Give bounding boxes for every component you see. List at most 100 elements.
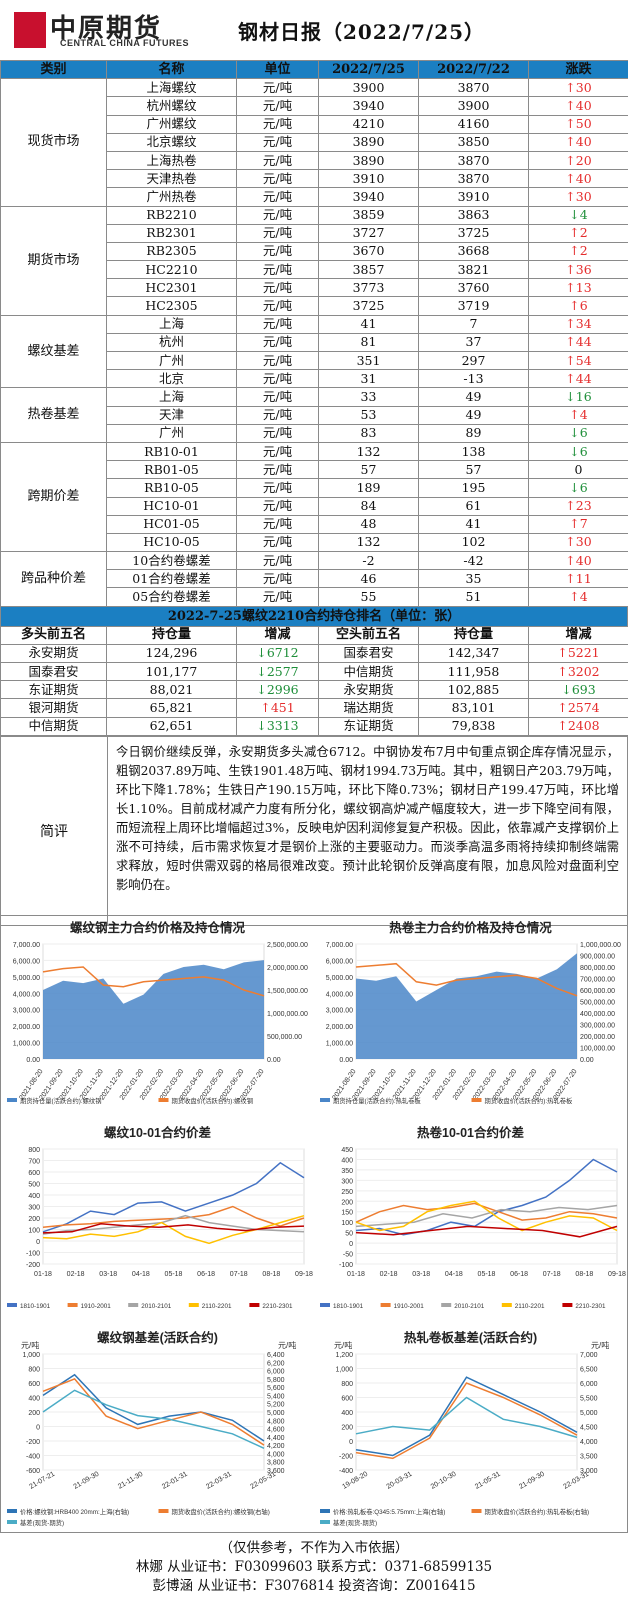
y-tick-label: 50: [345, 1231, 353, 1238]
y2-tick-label: 5,500: [580, 1396, 598, 1403]
col-header: 2022/7/25: [318, 59, 419, 80]
v2-cell: -42: [418, 551, 529, 571]
x-tick-label: 06-18: [510, 1271, 528, 1278]
v2-cell: 4160: [418, 114, 529, 134]
y2-tick-label: 1,500,000.00: [267, 988, 308, 995]
chart-title: 热卷10-01合约价差: [417, 1125, 524, 1140]
v2-cell: 3863: [418, 205, 529, 225]
v1-cell: 3857: [318, 260, 419, 280]
v1-cell: 132: [318, 532, 419, 553]
change-cell: ↑4: [528, 587, 628, 607]
legend-label: 期货收盘价(活跃合约):螺纹钢(右轴): [172, 1507, 270, 1516]
v1-cell: 3910: [318, 169, 419, 189]
change-cell: ↓6: [528, 423, 628, 443]
name-cell: RB10-01: [106, 441, 237, 462]
v2-cell: -13: [418, 369, 529, 389]
change-cell: ↑2: [528, 241, 628, 262]
v1-cell: 3670: [318, 241, 419, 262]
change-value: 40: [575, 170, 592, 186]
unit-cell: 元/吨: [236, 187, 319, 207]
arrow-up-icon: ↑: [260, 699, 271, 715]
name-cell: 北京螺纹: [106, 132, 237, 152]
report-title: 钢材日报（2022/7/25）: [238, 20, 486, 44]
change-value: 2: [579, 243, 588, 259]
v2-cell: 3870: [418, 150, 529, 171]
v2-cell: 297: [418, 350, 529, 371]
change-cell: ↑50: [528, 114, 628, 134]
change-cell: ↑44: [528, 369, 628, 389]
y-tick-label: 400: [341, 1157, 353, 1164]
change-value: 44: [575, 370, 592, 386]
v1-cell: 132: [318, 441, 419, 462]
y-tick-label: 4,000.00: [326, 991, 353, 998]
ranking-row: 银河期货 65,821 ↑451 瑞达期货 83,101 ↑2574: [0, 698, 628, 718]
col-header: 名称: [106, 59, 237, 80]
x-tick-label: 07-18: [543, 1271, 561, 1278]
unit-cell: 元/吨: [236, 441, 319, 462]
change-cell: ↑2: [528, 223, 628, 243]
table-row: RB10-05 元/吨 189 195 ↓6: [1, 478, 628, 498]
legend-swatch: [7, 1303, 17, 1307]
y2-tick-label: 1,000,000.00: [580, 942, 621, 949]
chart-title: 螺纹钢主力合约价格及持仓情况: [70, 920, 246, 935]
y-tick-label: -600: [26, 1468, 40, 1475]
position-cell: 124,296: [106, 643, 237, 664]
change-cell: ↑30: [528, 532, 628, 553]
x-tick-label: 02-18: [380, 1271, 398, 1278]
unit-cell: 元/吨: [236, 150, 319, 171]
ranking-row: 中信期货 62,651 ↓3313 东证期货 79,838 ↑2408: [0, 716, 628, 736]
arrow-up-icon: ↑: [569, 243, 580, 259]
y-tick-label: 5,000.00: [326, 975, 353, 982]
legend-label: 基差(现货-期货): [20, 1518, 64, 1527]
legend-label: 2210-2301: [262, 1303, 293, 1310]
change-cell: ↓2577: [236, 661, 319, 682]
name-cell: 上海热卷: [106, 150, 237, 171]
change-cell: ↑5221: [528, 643, 628, 664]
col-header: 类别: [0, 59, 107, 80]
y2-tick-label: 4,800: [267, 1418, 285, 1425]
y2-tick-label: 200,000.00: [580, 1034, 615, 1041]
v2-cell: 49: [418, 405, 529, 425]
commentary-text: 今日钢价继续反弹，永安期货多头减仓6712。中钢协发布7月中旬重点钢企库存情况显…: [116, 744, 620, 892]
v2-cell: 49: [418, 387, 529, 407]
ranking-title: 2022-7-25螺纹2210合约持仓排名（单位：张）: [0, 606, 628, 626]
broker-name: 瑞达期货: [318, 698, 419, 718]
arrow-up-icon: ↑: [565, 134, 576, 150]
category-cell: 跨期价差: [0, 441, 107, 553]
col-header: 多头前五名: [0, 625, 107, 645]
unit-cell: 元/吨: [236, 132, 319, 152]
y2-tick-label: 6,000: [580, 1381, 598, 1388]
arrow-up-icon: ↑: [569, 298, 580, 314]
table-row: RB2305 元/吨 3670 3668 ↑2: [1, 241, 628, 262]
change-value: 2: [579, 225, 588, 241]
v1-cell: 41: [318, 314, 419, 334]
y2-tick-label: 0.00: [267, 1057, 281, 1064]
arrow-up-icon: ↑: [565, 170, 576, 186]
legend-swatch: [7, 1520, 17, 1524]
unit-cell: 元/吨: [236, 478, 319, 498]
y-tick-label: 1,000: [335, 1367, 353, 1374]
y2-tick-label: 5,600: [267, 1385, 285, 1392]
x-tick-label: 05-18: [478, 1271, 496, 1278]
change-value: 2574: [567, 699, 600, 715]
unit-cell: 元/吨: [236, 369, 319, 389]
report-footer: （仅供参考，不作为入市依据） 林娜 从业证书：F03099603 联系方式：03…: [0, 1533, 628, 1608]
y-tick-label: 200: [28, 1216, 40, 1223]
change-value: 6: [579, 443, 588, 459]
y-tick-label: 1,000.00: [13, 1041, 40, 1048]
v2-cell: 102: [418, 532, 529, 553]
broker-name: 中信期货: [0, 716, 107, 736]
arrow-up-icon: ↑: [565, 498, 576, 514]
y2-tick-label: 500,000.00: [580, 1000, 615, 1007]
x-tick-label: 06-18: [197, 1271, 215, 1278]
y-tick-label: 600: [28, 1381, 40, 1388]
y2-tick-label: 6,400: [267, 1352, 285, 1359]
name-cell: 广州热卷: [106, 187, 237, 207]
change-value: 6: [579, 298, 588, 314]
change-cell: ↓2996: [236, 680, 319, 700]
arrow-down-icon: ↓: [256, 663, 267, 679]
unit-cell: 元/吨: [236, 78, 319, 98]
series-line: [42, 1214, 305, 1235]
y2-tick-label: 2,500,000.00: [267, 942, 308, 949]
change-cell: ↓3313: [236, 716, 319, 736]
